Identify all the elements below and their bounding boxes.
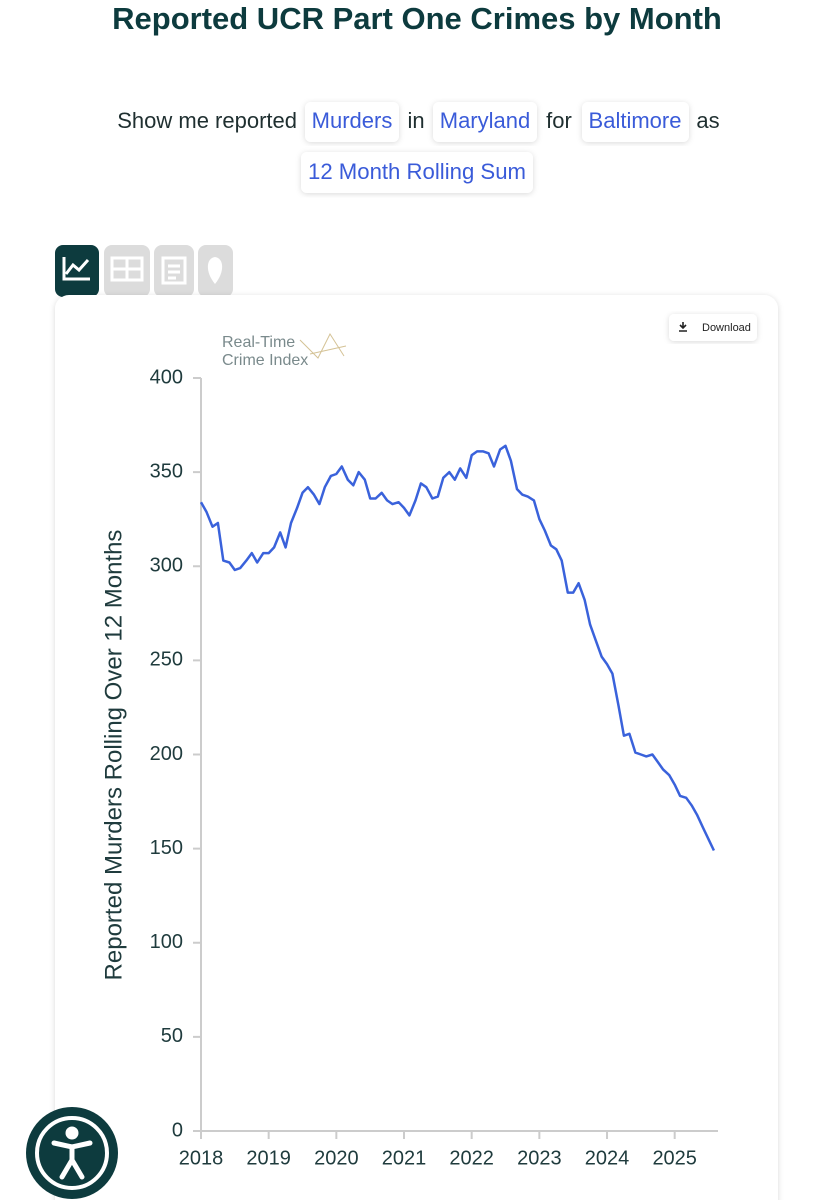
y-tick-label: 300: [150, 555, 183, 577]
data-line: [199, 444, 716, 852]
download-label[interactable]: Download: [702, 322, 751, 334]
y-tick-label: 150: [150, 837, 183, 859]
y-axis-label: Reported Murders Rolling Over 12 Months: [100, 530, 127, 981]
y-tick-label: 400: [150, 366, 183, 388]
query-connector: as: [696, 108, 719, 133]
page-title: Reported UCR Part One Crimes by Month: [112, 1, 722, 36]
chip-label[interactable]: Maryland: [440, 108, 530, 133]
tab-line[interactable]: [55, 245, 99, 297]
tab-icon: [161, 256, 187, 285]
x-tick-label: 2019: [246, 1147, 291, 1169]
query-prefix: Show me reported: [117, 108, 297, 133]
x-tick-label: 2023: [517, 1147, 562, 1169]
y-tick-label: 50: [161, 1025, 183, 1047]
chip-label[interactable]: Murders: [312, 108, 393, 133]
y-tick-label: 250: [150, 649, 183, 671]
y-tick-label: 350: [150, 460, 183, 482]
x-tick-label: 2020: [314, 1147, 359, 1169]
tab-icon: [62, 257, 90, 281]
x-tick-label: 2018: [179, 1147, 224, 1169]
chip[interactable]: [305, 102, 399, 142]
download-icon: [679, 322, 687, 332]
chip[interactable]: [433, 102, 537, 142]
accessibility-icon: [51, 1126, 93, 1180]
y-tick-label: 100: [150, 931, 183, 953]
logo-line: Real-Time: [222, 334, 295, 351]
view-tabs: [55, 245, 233, 297]
y-tick-label: 0: [172, 1119, 183, 1141]
chip[interactable]: [582, 102, 689, 142]
chip-label[interactable]: Baltimore: [589, 108, 682, 133]
logo-mark: [299, 332, 347, 359]
chip-label[interactable]: 12 Month Rolling Sum: [308, 159, 526, 184]
query-connector: for: [546, 108, 572, 133]
x-tick-label: 2021: [382, 1147, 427, 1169]
x-tick-label: 2025: [652, 1147, 697, 1169]
tab-icon: [110, 256, 144, 282]
logo-line: Crime Index: [222, 352, 308, 369]
download-button[interactable]: [669, 314, 757, 341]
accessibility-ring: [35, 1116, 109, 1190]
x-tick-label: 2022: [449, 1147, 494, 1169]
tab-icon: [207, 257, 223, 284]
chart-card: [55, 295, 778, 1200]
chip[interactable]: [301, 152, 533, 193]
x-tick-label: 2024: [585, 1147, 630, 1169]
y-tick-label: 200: [150, 743, 183, 765]
query-connector: in: [407, 108, 424, 133]
